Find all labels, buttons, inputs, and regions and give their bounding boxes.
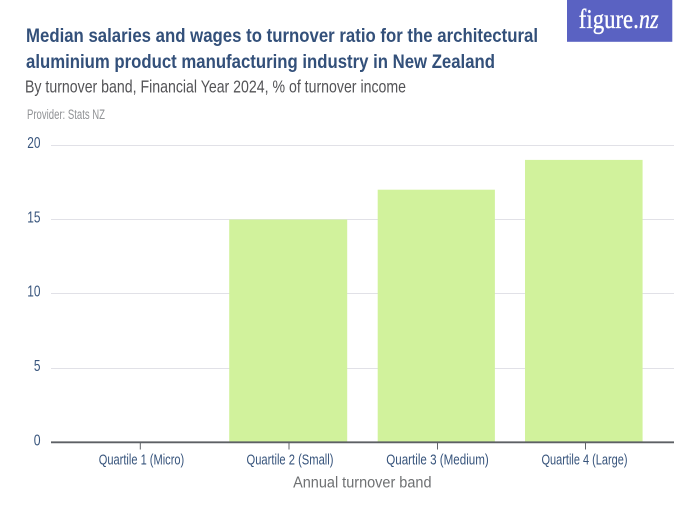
svg-text:aluminium product manufacturin: aluminium product manufacturing industry… [26,51,495,73]
svg-text:Provider: Stats NZ: Provider: Stats NZ [27,107,105,122]
svg-text:Quartile 4 (Large): Quartile 4 (Large) [542,452,628,468]
svg-text:Quartile 3 (Medium): Quartile 3 (Medium) [386,452,489,468]
svg-text:Quartile 2 (Small): Quartile 2 (Small) [247,452,334,468]
svg-text:10: 10 [27,284,40,301]
svg-text:Median salaries and wages to t: Median salaries and wages to turnover ra… [26,25,538,47]
svg-text:20: 20 [27,135,40,152]
svg-text:Annual turnover band: Annual turnover band [293,475,431,492]
svg-text:5: 5 [34,358,41,375]
svg-text:Quartile 1 (Micro): Quartile 1 (Micro) [99,452,185,468]
svg-text:By turnover band, Financial Ye: By turnover band, Financial Year 2024, %… [25,76,406,96]
svg-text:0: 0 [34,432,41,449]
svg-text:nz: nz [639,4,659,34]
svg-text:15: 15 [27,209,40,226]
svg-text:figure.: figure. [579,4,639,34]
